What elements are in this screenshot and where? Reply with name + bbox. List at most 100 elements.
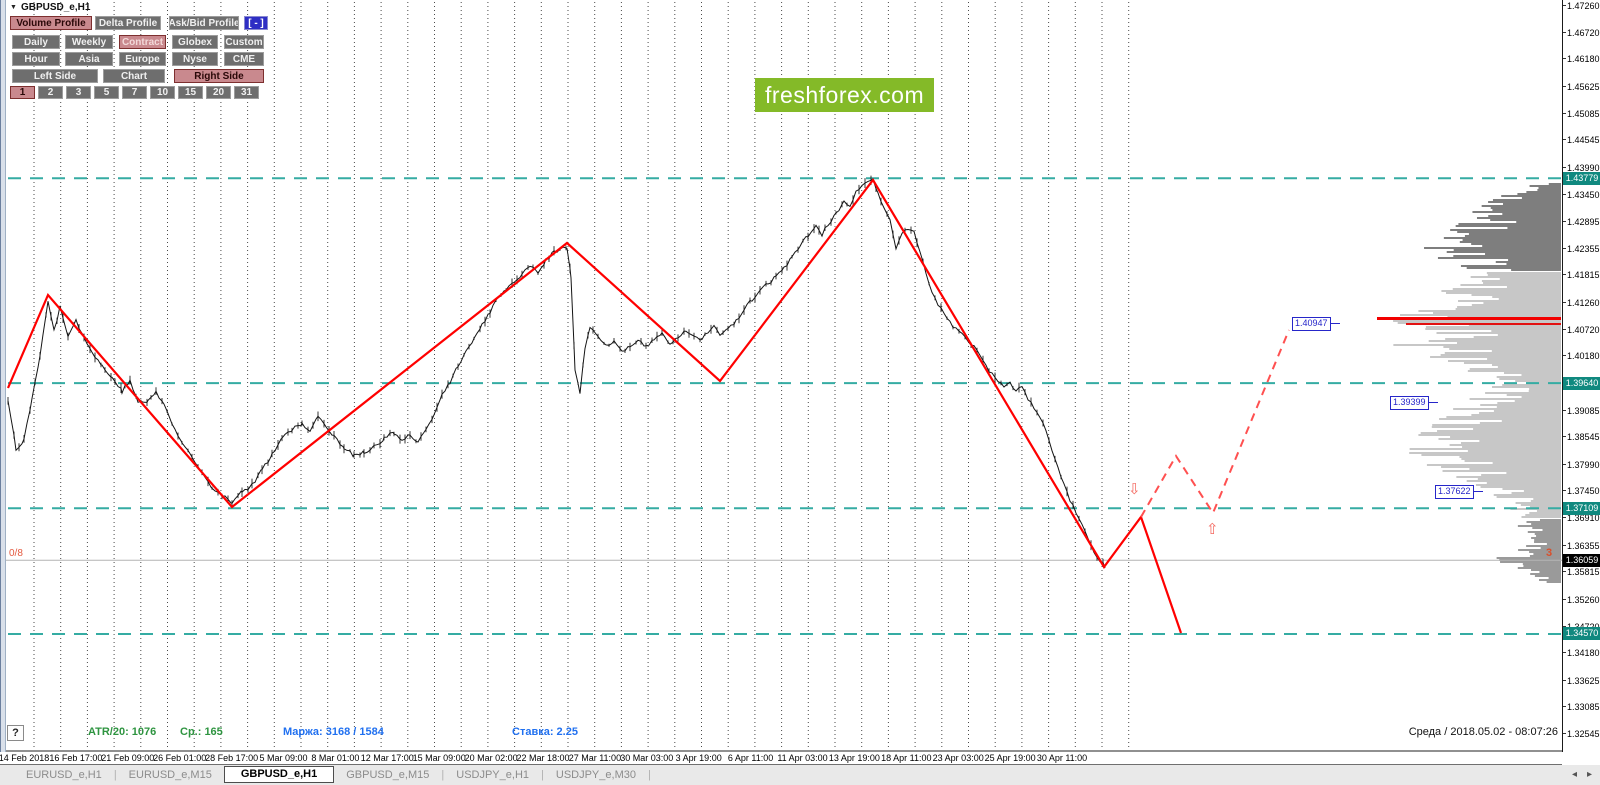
date-tick: 5 Mar 09:00	[259, 753, 308, 763]
date-tick: 14 Feb 2018	[0, 753, 50, 763]
profile-bar	[1530, 573, 1561, 575]
panel-button-ask-bid-profile[interactable]: Ask/Bid Profile	[169, 16, 239, 30]
panel-button-nyse[interactable]: Nyse	[172, 52, 218, 66]
panel-button-chart[interactable]: Chart	[103, 69, 165, 83]
profile-bar	[1534, 539, 1561, 541]
profile-bar	[1493, 494, 1561, 496]
panel-button-right-side[interactable]: Right Side	[174, 69, 264, 83]
panel-button-left-side[interactable]: Left Side	[12, 69, 98, 83]
tab-gbpusd-e-m15[interactable]: GBPUSD_e,M15	[346, 769, 430, 781]
profile-bar	[1487, 358, 1561, 360]
profile-bar	[1517, 567, 1561, 569]
price-target-label: 1.37622	[1435, 485, 1482, 499]
chart-title[interactable]: ▼ GBPUSD_e,H1	[10, 2, 90, 13]
profile-bar	[1447, 360, 1561, 362]
profile-bar	[1491, 330, 1561, 332]
panel-button-5[interactable]: 5	[94, 86, 119, 99]
tab-usdjpy-e-h1[interactable]: USDJPY_e,H1	[456, 769, 530, 781]
date-tick: 28 Feb 17:00	[205, 753, 259, 763]
panel-button-weekly[interactable]: Weekly	[65, 35, 113, 49]
profile-bar	[1517, 193, 1561, 195]
profile-bar	[1530, 500, 1561, 502]
tab-usdjpy-e-m30[interactable]: USDJPY_e,M30	[555, 769, 636, 781]
panel-button-contract[interactable]: Contract	[119, 35, 166, 49]
tab-scroll-left-icon[interactable]: ◂	[1571, 769, 1577, 780]
poc-line	[1377, 317, 1561, 320]
price-tick: 1.40180	[1563, 351, 1600, 362]
profile-bar	[1460, 265, 1561, 267]
profile-bar	[1548, 183, 1561, 185]
price-tick: 1.43990	[1563, 162, 1600, 173]
price-tick: 1.38545	[1563, 432, 1600, 443]
tab-eurusd-e-m15[interactable]: EURUSD_e,M15	[128, 769, 212, 781]
panel-button-europe[interactable]: Europe	[119, 52, 166, 66]
profile-bar	[1546, 543, 1561, 545]
panel-button-7[interactable]: 7	[122, 86, 147, 99]
profile-bar	[1529, 555, 1561, 557]
tab-separator: |	[113, 769, 117, 781]
panel-button-cme[interactable]: CME	[224, 52, 264, 66]
profile-bar	[1518, 549, 1561, 551]
tab-scroll-controls: ◂ ▸	[1572, 769, 1592, 780]
date-tick: 8 Mar 01:00	[311, 753, 360, 763]
zigzag-overlay	[6, 178, 1290, 634]
panel-button-2[interactable]: 2	[38, 86, 63, 99]
panel-button-15[interactable]: 15	[178, 86, 203, 99]
panel-button-delta-profile[interactable]: Delta Profile	[95, 16, 161, 30]
panel-button-custom[interactable]: Custom	[224, 35, 264, 49]
profile-bar	[1502, 203, 1561, 205]
profile-bar	[1490, 207, 1561, 209]
profile-bar	[1461, 458, 1561, 460]
profile-bar	[1457, 231, 1561, 233]
profile-bar	[1506, 263, 1561, 265]
date-tick: 16 Feb 17:00	[49, 753, 103, 763]
profile-bar	[1496, 376, 1561, 378]
panel-button-20[interactable]: 20	[206, 86, 231, 99]
current-price-box: 1.36059	[1563, 553, 1600, 567]
profile-bar	[1393, 344, 1561, 346]
profile-bar	[1477, 478, 1561, 480]
panel-button-globex[interactable]: Globex	[172, 35, 218, 49]
panel-button-volume-profile[interactable]: Volume Profile	[10, 16, 92, 30]
panel-button-1[interactable]: 1	[10, 86, 35, 99]
profile-bar	[1481, 280, 1561, 282]
tab-eurusd-e-h1[interactable]: EURUSD_e,H1	[26, 769, 102, 781]
date-tick: 25 Apr 19:00	[984, 753, 1036, 763]
profile-bar	[1471, 243, 1561, 245]
panel-button-hour[interactable]: Hour	[12, 52, 60, 66]
profile-bar	[1455, 308, 1561, 310]
price-tick: 1.46180	[1563, 54, 1600, 65]
profile-bar	[1421, 454, 1561, 456]
panel-button-31[interactable]: 31	[234, 86, 259, 99]
panel-button-daily[interactable]: Daily	[12, 35, 60, 49]
tab-scroll-right-icon[interactable]: ▸	[1586, 769, 1592, 780]
profile-bar	[1539, 519, 1561, 521]
indicator-button-panel: Volume Profile Delta Profile Ask/Bid Profi…	[6, 0, 276, 104]
level-price-box: 1.39640	[1563, 376, 1600, 390]
profile-bar	[1483, 282, 1561, 284]
profile-bar	[1450, 436, 1561, 438]
profile-bar	[1497, 402, 1561, 404]
price-tick: 1.47260	[1563, 1, 1600, 11]
panel-button-[interactable]: [ - ]	[244, 16, 268, 30]
tab-gbpusd-e-h1[interactable]: GBPUSD_e,H1	[223, 765, 335, 783]
profile-bar	[1485, 253, 1561, 255]
panel-button-10[interactable]: 10	[150, 86, 175, 99]
zigzag-line[interactable]	[6, 178, 1183, 634]
profile-bar	[1471, 304, 1561, 306]
profile-bar	[1458, 223, 1561, 225]
date-tick: 26 Feb 01:00	[153, 753, 207, 763]
profile-bar	[1469, 398, 1561, 400]
projection-line[interactable]	[1140, 329, 1290, 518]
profile-bar	[1443, 237, 1561, 239]
profile-bar	[1537, 189, 1561, 191]
price-axis: 1.47260 1.46720 1.46180 1.45625 1.45085 1.445…	[1562, 0, 1600, 752]
panel-button-3[interactable]: 3	[66, 86, 91, 99]
help-button[interactable]: ?	[7, 725, 24, 741]
panel-button-asia[interactable]: Asia	[65, 52, 113, 66]
profile-bar	[1486, 482, 1561, 484]
profile-bar	[1486, 272, 1561, 274]
profile-bar	[1481, 474, 1561, 476]
level-lines	[6, 177, 1562, 752]
dropdown-arrow-icon: ▼	[10, 4, 17, 11]
